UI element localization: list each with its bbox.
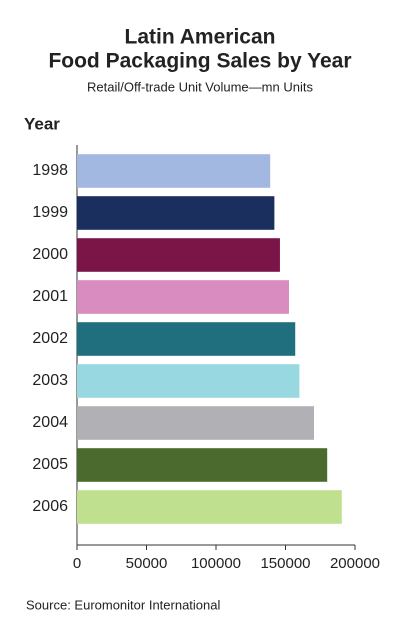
bar [77,490,342,524]
y-tick-label: 2006 [32,498,68,515]
y-tick-label: 2000 [32,246,68,263]
y-axis-label: Year [24,114,60,133]
bar [77,322,296,356]
y-tick-label: 1998 [32,162,68,179]
source-note: Source: Euromonitor International [26,597,220,612]
y-tick-label: 1999 [32,204,68,221]
bar [77,154,271,188]
y-tick-label: 2005 [32,456,68,473]
x-tick-label: 200000 [330,555,380,572]
x-tick-label: 50000 [126,555,168,572]
chart-title: Latin American [125,26,276,49]
bar [77,196,275,230]
x-tick-label: 100000 [191,555,241,572]
y-tick-label: 2001 [32,288,68,305]
y-tick-label: 2003 [32,372,68,389]
y-tick-label: 2004 [32,414,68,431]
x-tick-label: 0 [73,555,81,572]
chart-subtitle: Retail/Off-trade Unit Volume—mn Units [87,79,313,94]
bar [77,364,300,398]
bar [77,280,289,314]
bar [77,448,328,482]
y-tick-label: 2002 [32,330,68,347]
bar [77,406,314,440]
chart-title: Food Packaging Sales by Year [48,50,351,73]
x-tick-label: 150000 [260,555,310,572]
bar [77,238,280,272]
